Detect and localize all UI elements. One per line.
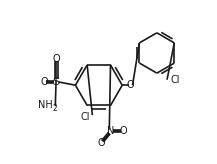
Text: O: O: [52, 54, 60, 64]
Text: Cl: Cl: [171, 75, 180, 85]
Text: O: O: [119, 126, 127, 136]
Text: S: S: [53, 77, 60, 87]
Text: O: O: [127, 80, 134, 90]
Text: O: O: [97, 138, 105, 148]
Text: NH: NH: [38, 100, 53, 110]
Text: 2: 2: [53, 104, 57, 113]
Text: O: O: [40, 77, 48, 87]
Text: N: N: [107, 126, 115, 136]
Text: Cl: Cl: [81, 112, 90, 122]
